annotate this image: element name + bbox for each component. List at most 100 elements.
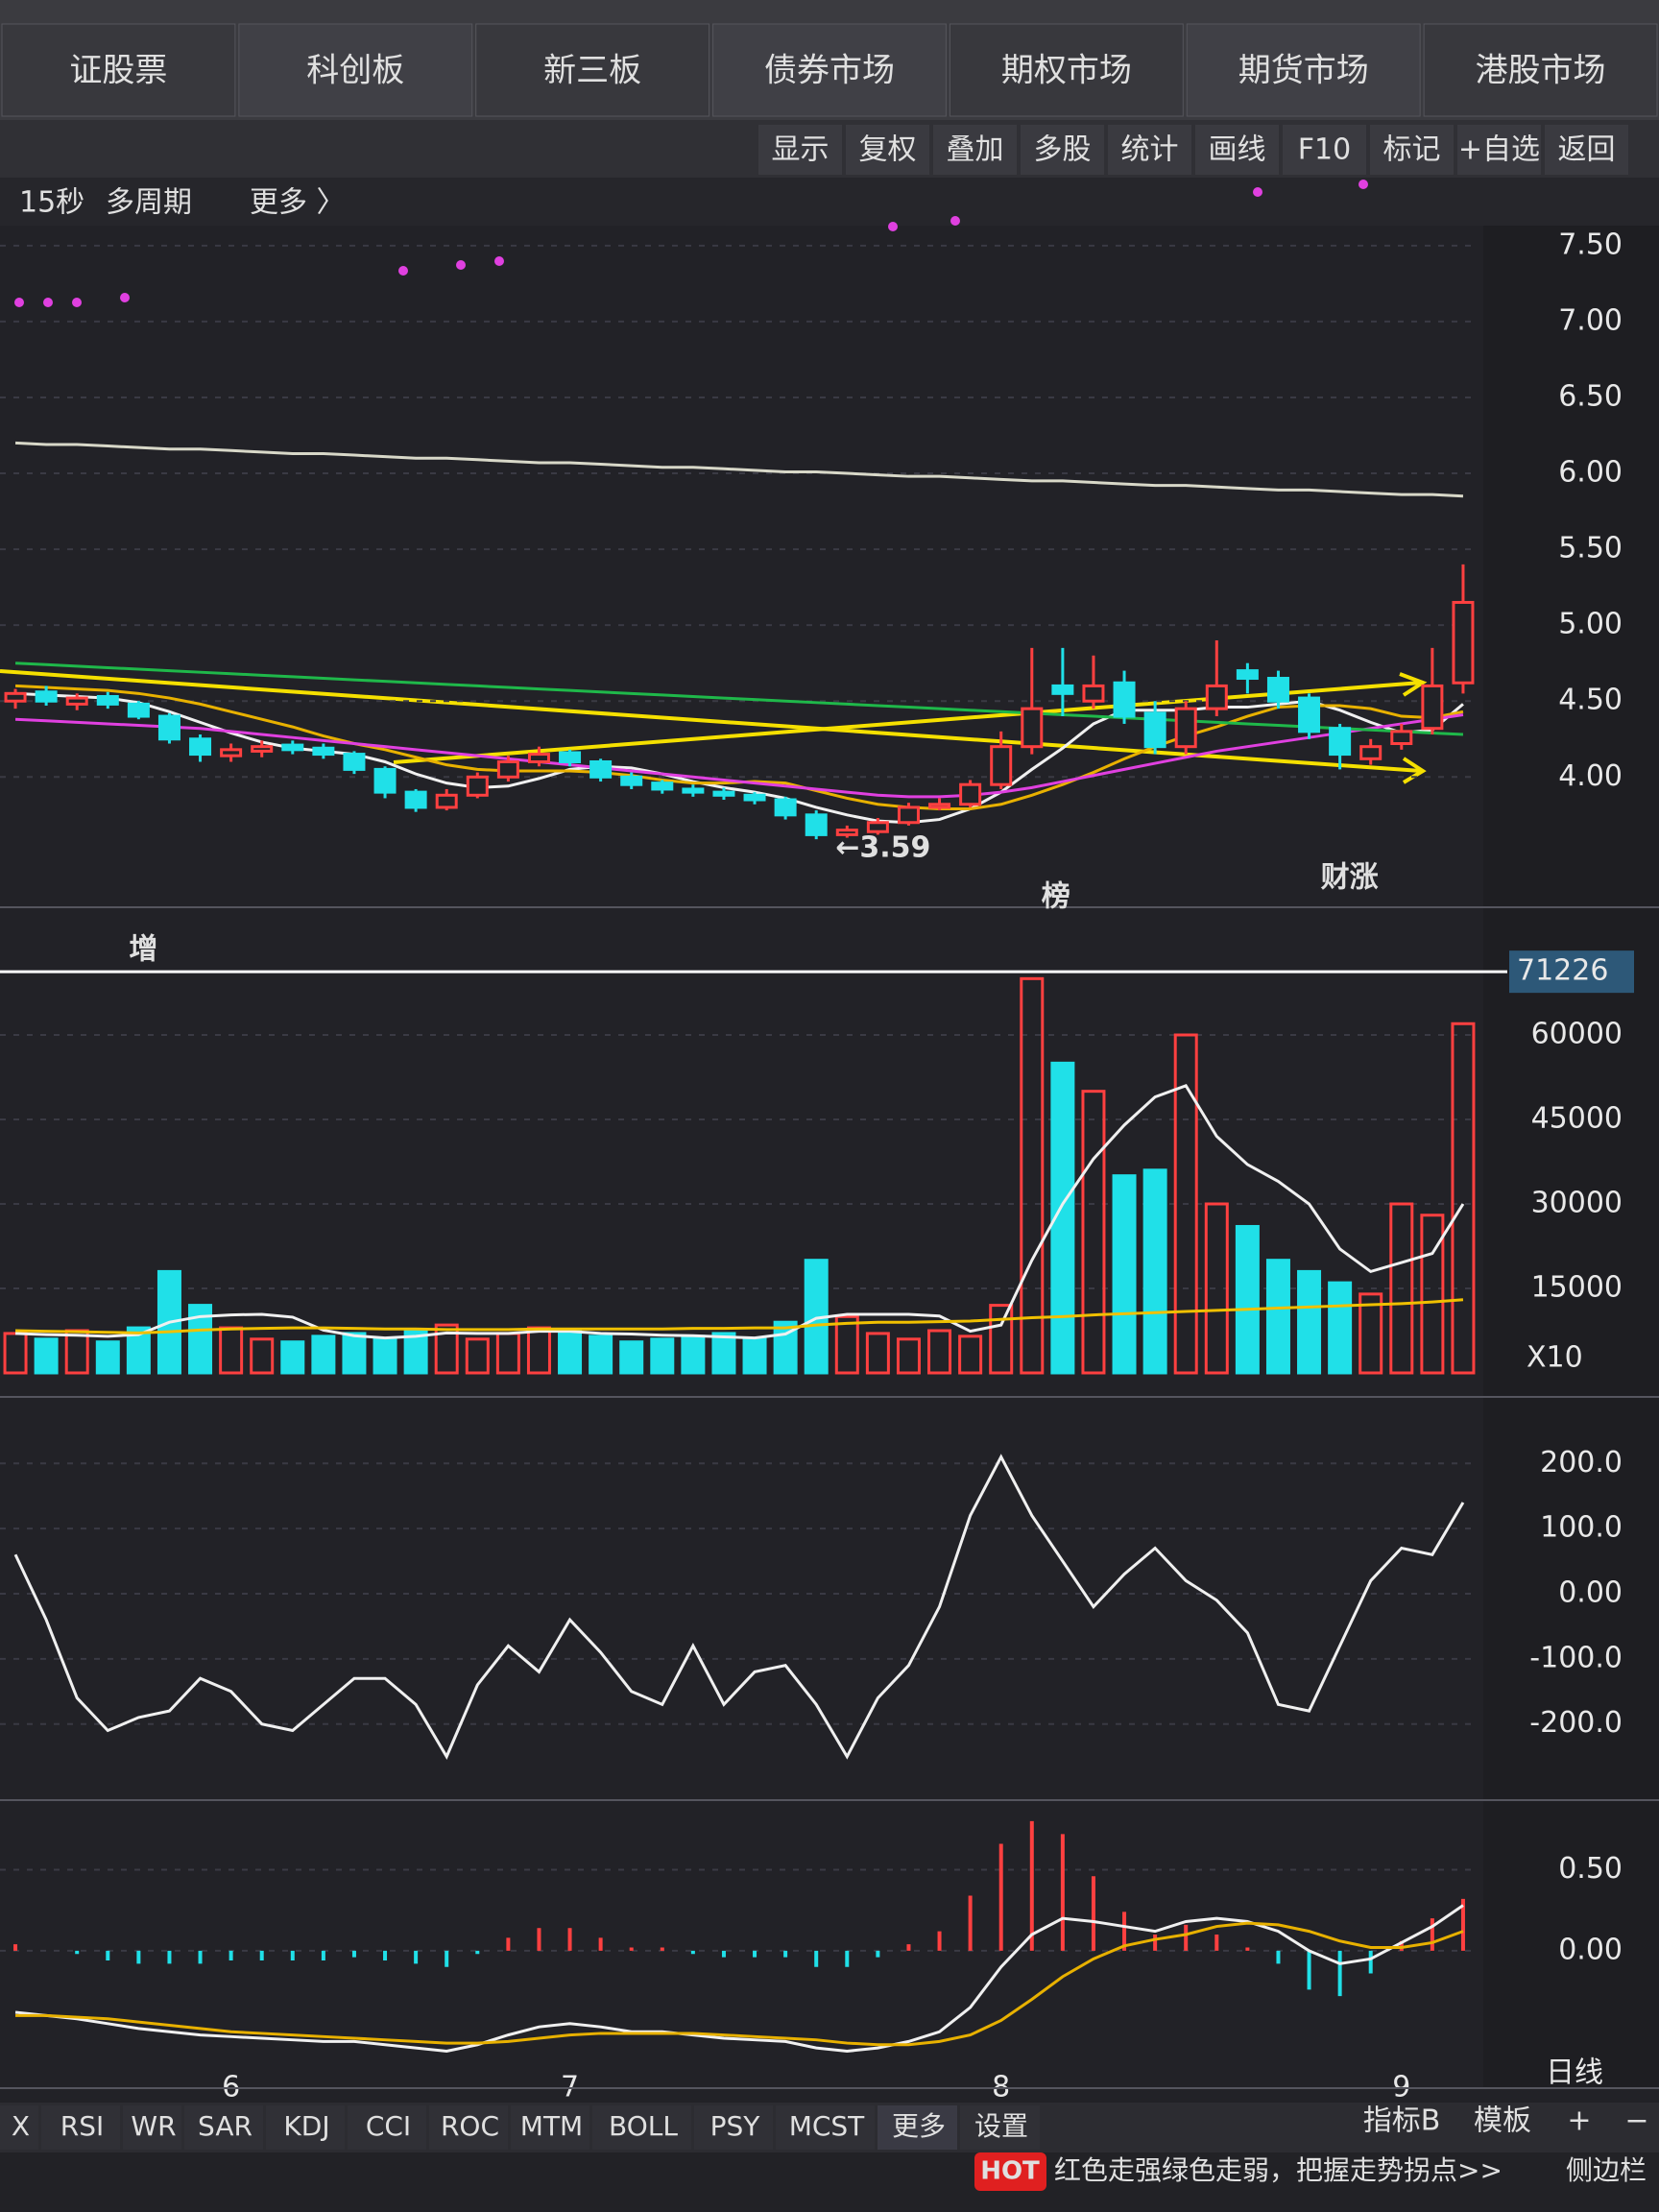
market-tab[interactable] [949,23,1184,117]
indicator-tab-label: ROC [441,2110,499,2142]
indicator-line [13,1454,1465,1760]
sidebar-button[interactable]: 侧边栏 [1566,2154,1647,2186]
toolbar-button[interactable] [1283,125,1366,175]
toolbar-label: 统计 [1121,133,1179,167]
volume-bar [1297,1269,1322,1375]
indicator-tab[interactable] [694,2105,773,2150]
right-tab-label[interactable]: + [1567,2104,1591,2138]
candle-body [466,775,489,797]
indicator-tab-label: MTM [520,2110,583,2142]
indicator-line [14,661,1464,736]
volume-bar [465,1337,490,1375]
right-tab-label[interactable]: 模板 [1474,2104,1531,2138]
indicator-tab[interactable] [776,2105,875,2150]
indicator-tab[interactable] [511,2105,589,2150]
indicator-tab-label: CCI [366,2110,411,2142]
trend-line [393,681,1422,764]
volume-bar [1112,1174,1137,1375]
candle-body [281,743,304,752]
toolbar-button[interactable] [1370,125,1454,175]
toolbar-label: +自选 [1458,133,1540,167]
candle-body [835,829,858,836]
signal-dot [456,260,466,270]
indicator-tab-label: KDJ [283,2110,329,2142]
volume-bar [1050,1061,1075,1375]
right-tab-label[interactable]: 指标B [1363,2104,1441,2138]
indicator-tab[interactable] [348,2105,426,2150]
candle-body [1266,677,1289,703]
candle-body [1359,745,1382,760]
indicator-line [14,712,1464,799]
candle-body [189,737,212,757]
volume-bar [1142,1168,1167,1375]
candle-body [157,714,180,741]
indicator-tab[interactable] [123,2105,181,2150]
toolbar-button[interactable] [1457,125,1541,175]
toolbar-button[interactable] [758,125,842,175]
market-tab[interactable] [1423,23,1658,117]
market-tab[interactable] [712,23,947,117]
indicator-tab[interactable] [41,2105,120,2150]
period-option[interactable]: 15秒 [19,186,84,220]
indicator-tab-label: 更多 [892,2110,946,2142]
volume-bar [1020,976,1045,1375]
indicator-tab[interactable] [429,2105,508,2150]
indicator-line [14,441,1464,498]
volume-bar [558,1329,583,1375]
toolbar-button[interactable] [1195,125,1279,175]
volume-bar [250,1337,275,1375]
candle-body [1390,730,1413,746]
indicator-tab[interactable] [184,2105,263,2150]
period-option[interactable]: 多周期 [106,186,192,220]
candle-body [1113,681,1136,718]
y-tick-label: 30000 [1531,1187,1623,1220]
signal-dot [950,216,960,226]
toolbar-button[interactable] [846,125,929,175]
toolbar-button[interactable] [933,125,1017,175]
toolbar-button[interactable] [1545,125,1628,175]
right-tab-label[interactable]: − [1624,2104,1648,2138]
indicator-tab[interactable] [592,2105,691,2150]
candle-body [1143,711,1166,749]
hot-badge: HOT [980,2157,1040,2186]
axis-column [1483,226,1659,2088]
candle-body [4,691,27,703]
toolbar-label: F10 [1298,133,1351,167]
indicator-tab[interactable] [0,2105,38,2150]
market-tab[interactable] [475,23,710,117]
candle-body [774,798,797,817]
unit-label: X10 [1527,1341,1583,1375]
candle-body [373,767,397,794]
volume-bar [373,1337,397,1375]
market-tab[interactable] [238,23,473,117]
cursor-label-box [1509,950,1634,994]
y-tick-label: 0.00 [1558,1933,1623,1966]
indicator-tab[interactable] [960,2105,1040,2150]
volume-bar [1358,1292,1383,1375]
cursor-label: 71226 [1517,954,1608,988]
candle-body [897,805,920,825]
y-tick-label: 4.50 [1558,684,1623,717]
signal-dot [1358,180,1368,189]
market-tab[interactable] [1,23,236,117]
toolbar-button[interactable] [1108,125,1191,175]
candle-body [65,696,88,706]
candle-body [589,759,613,779]
candle-body [1021,707,1044,749]
indicator-tab-label: WR [131,2110,176,2142]
toolbar-button[interactable] [1021,125,1104,175]
indicator-tab[interactable] [266,2105,345,2150]
market-tab[interactable] [1186,23,1421,117]
candle-body [404,790,427,809]
indicator-tab-label: SAR [198,2110,252,2142]
indicator-tab[interactable] [878,2105,957,2150]
period-option[interactable]: 更多 〉 [250,186,346,220]
annotation: 财涨 [1321,861,1379,895]
candle-body [651,781,674,791]
signal-dots [14,180,1368,307]
candle-body [743,793,766,802]
y-tick-label: 7.50 [1558,228,1623,261]
hot-text[interactable]: 红色走强绿色走弱，把握走势拐点>> [1054,2154,1503,2186]
candle-body [1329,727,1352,757]
y-tick-label: -200.0 [1529,1706,1623,1740]
